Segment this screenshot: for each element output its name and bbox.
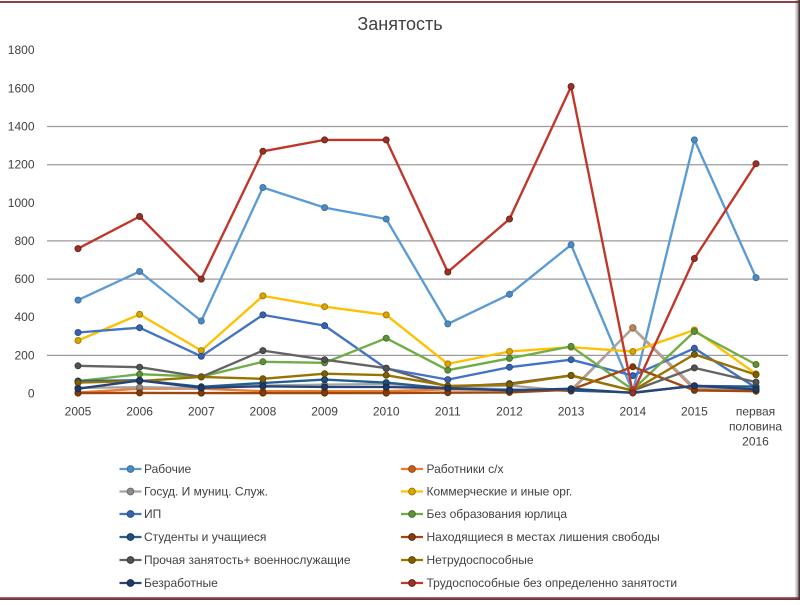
svg-text:200: 200 (14, 348, 34, 362)
svg-text:2011: 2011 (435, 405, 461, 419)
svg-text:1800: 1800 (8, 43, 35, 57)
svg-text:2015: 2015 (681, 405, 708, 419)
svg-text:Студенты и учащиеся: Студенты и учащиеся (144, 530, 266, 544)
svg-text:800: 800 (14, 234, 34, 248)
svg-text:1400: 1400 (8, 120, 35, 134)
svg-text:2007: 2007 (188, 405, 215, 419)
svg-text:Прочая занятость+ военнослужащ: Прочая занятость+ военнослужащие (144, 553, 351, 567)
svg-text:Занятость: Занятость (357, 14, 442, 34)
svg-text:0: 0 (28, 387, 35, 401)
svg-text:2009: 2009 (311, 405, 338, 419)
svg-text:половина: половина (729, 420, 782, 434)
svg-text:Нетрудоспособные: Нетрудоспособные (427, 553, 534, 567)
svg-text:2005: 2005 (65, 405, 92, 419)
svg-text:2010: 2010 (373, 405, 400, 419)
svg-text:Безработные: Безработные (144, 576, 218, 590)
svg-text:2016: 2016 (742, 435, 769, 449)
svg-text:Коммерческие и иные орг.: Коммерческие и иные орг. (427, 485, 573, 499)
svg-text:400: 400 (14, 310, 34, 324)
svg-text:Работники с/х: Работники с/х (427, 462, 504, 476)
svg-text:2012: 2012 (496, 405, 523, 419)
svg-text:ИП: ИП (144, 507, 161, 521)
svg-text:2014: 2014 (619, 405, 646, 419)
svg-text:2006: 2006 (126, 405, 153, 419)
svg-text:Без образования юрлица: Без образования юрлица (427, 507, 568, 521)
svg-text:1600: 1600 (8, 81, 35, 95)
svg-text:Рабочие: Рабочие (144, 462, 192, 476)
svg-text:2013: 2013 (558, 405, 585, 419)
svg-text:600: 600 (14, 272, 34, 286)
svg-text:Находящиеся в местах лишения с: Находящиеся в местах лишения свободы (427, 530, 660, 544)
svg-text:2008: 2008 (250, 405, 277, 419)
svg-text:Трудоспособные без определенно: Трудоспособные без определенно занятости (427, 576, 678, 590)
svg-text:1000: 1000 (8, 196, 35, 210)
svg-text:Госуд. И муниц. Служ.: Госуд. И муниц. Служ. (144, 485, 268, 499)
svg-text:1200: 1200 (8, 158, 35, 172)
svg-text:первая: первая (736, 405, 775, 419)
